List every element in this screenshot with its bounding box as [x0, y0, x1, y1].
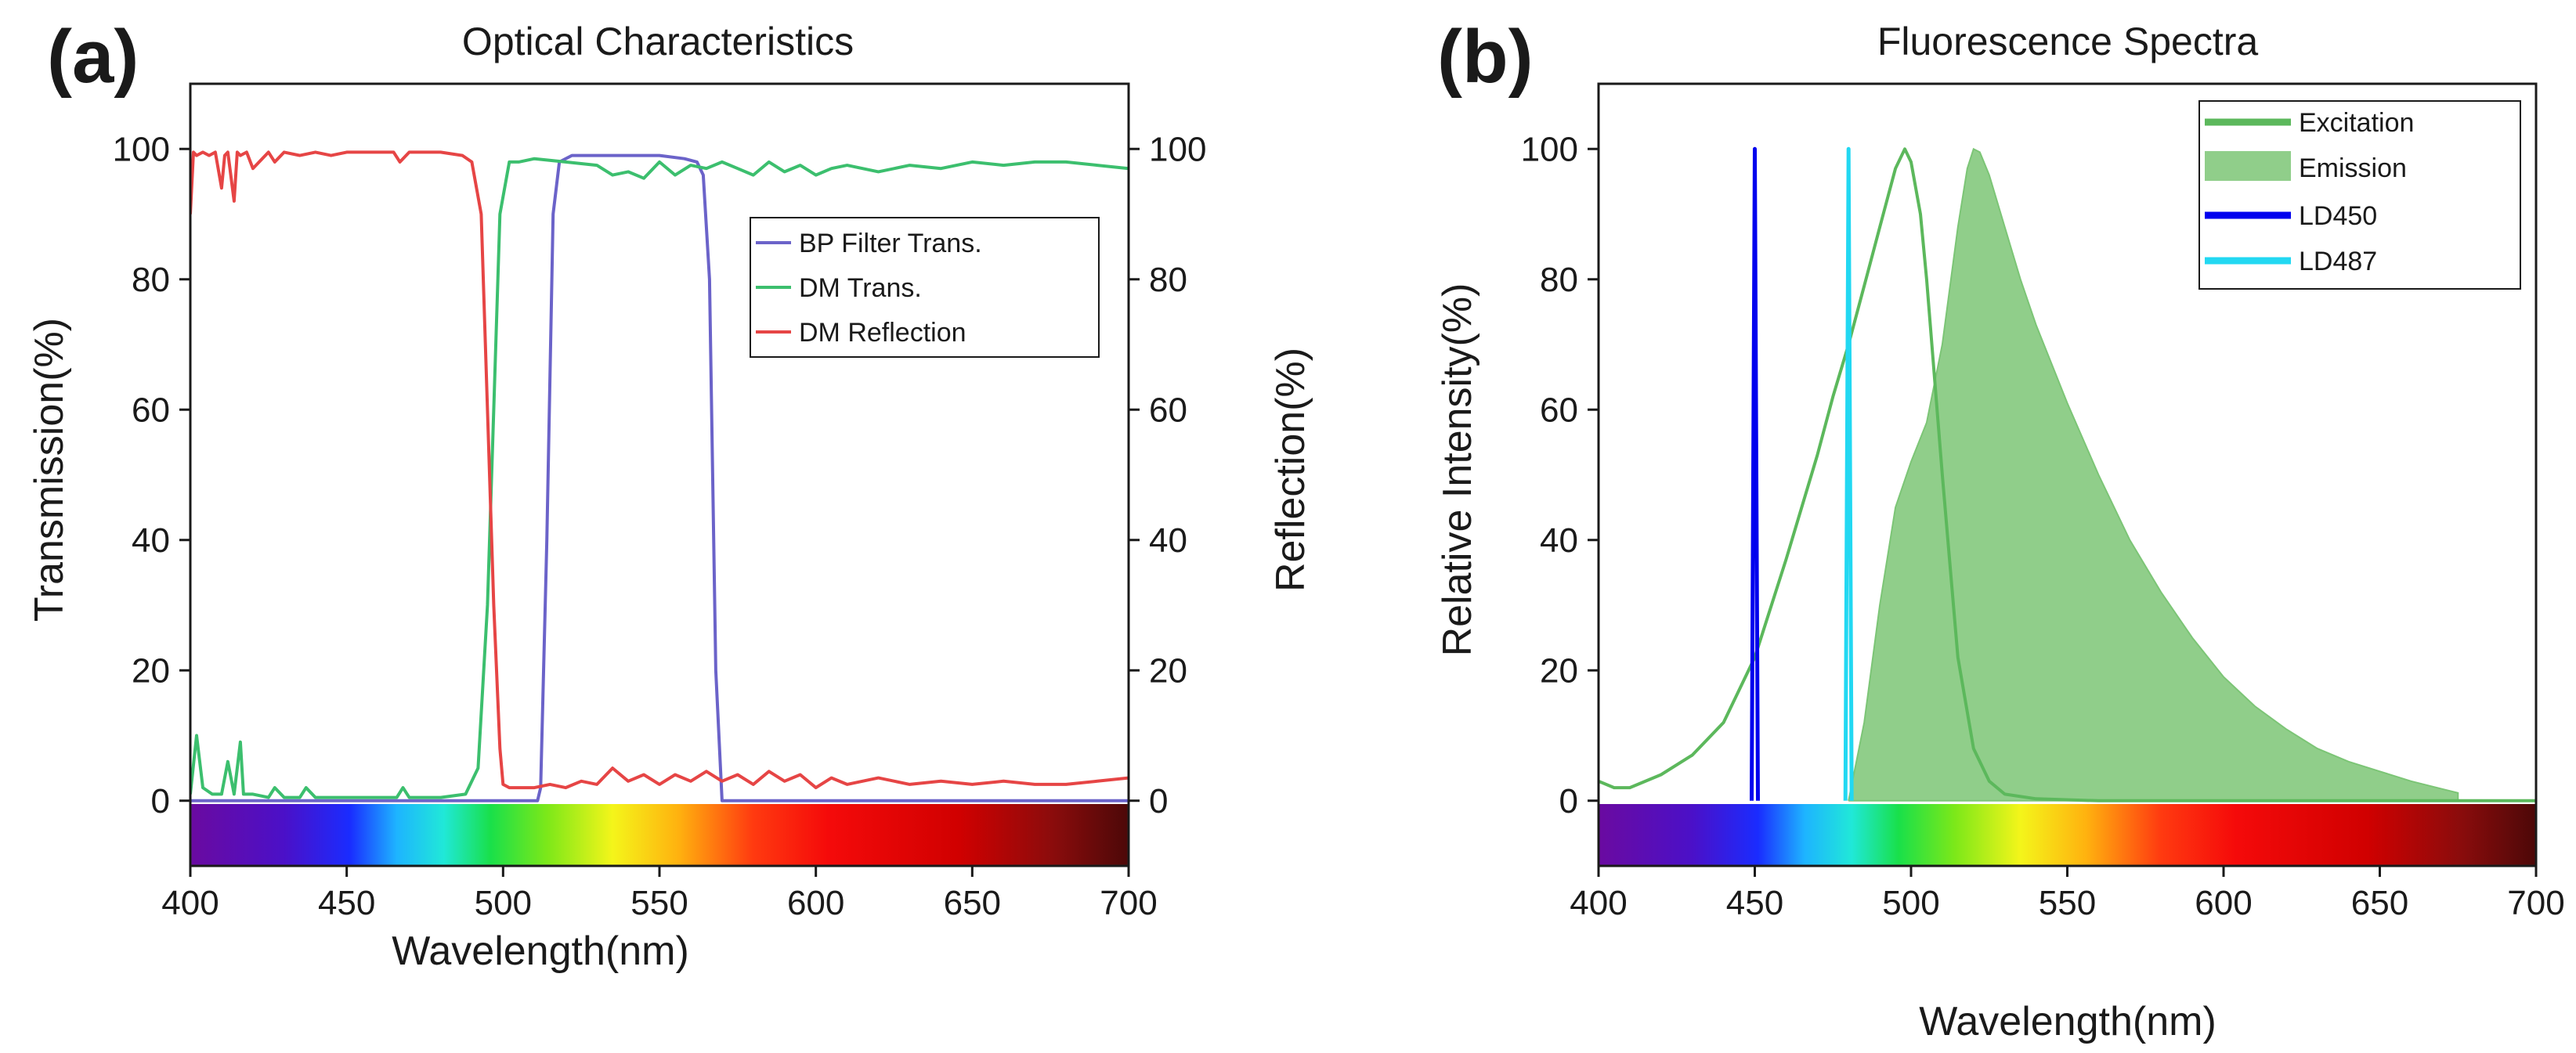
panel-b-frame: [1597, 82, 2538, 867]
y-tick-label: 80: [1540, 261, 1578, 299]
y-tick-label: 100: [1521, 130, 1578, 168]
series-ld450: [1750, 146, 1760, 801]
series-bp-filter-trans: [190, 153, 1129, 802]
legend-label-dm-trans: DM Trans.: [799, 273, 922, 303]
panel-a-label: (a): [47, 15, 139, 99]
x-tick-label: 600: [787, 884, 844, 922]
y-tick-label: 60: [1540, 391, 1578, 429]
x-tick-label: 500: [1882, 884, 1939, 922]
legend-label-bp-filter: BP Filter Trans.: [799, 229, 982, 258]
legend-label-ld450: LD450: [2299, 201, 2377, 231]
panel-b-legend: Excitation Emission LD450 LD487: [2198, 100, 2521, 290]
x-tick-label: 650: [944, 884, 1001, 922]
panel-b-ylabel: Relative Intensity(%): [1435, 283, 1480, 657]
series-excitation: [1599, 147, 2536, 802]
series-dm-reflection: [190, 150, 1129, 790]
series-emission: [1848, 147, 2459, 802]
panel-a-frame: [189, 82, 1130, 867]
y-tick-label: 100: [113, 130, 170, 168]
y-tick-label: 40: [132, 521, 170, 560]
legend-label-excitation: Excitation: [2299, 108, 2414, 138]
x-tick-label: 400: [161, 884, 219, 922]
y2-tick-label: 40: [1149, 521, 1187, 560]
panel-a-legend: BP Filter Trans. DM Trans. DM Reflection: [750, 217, 1100, 358]
legend-label-ld487: LD487: [2299, 247, 2377, 276]
x-tick-label: 400: [1570, 884, 1627, 922]
x-tick-label: 600: [2195, 884, 2252, 922]
x-tick-label: 700: [2507, 884, 2564, 922]
y2-tick-label: 100: [1149, 130, 1206, 168]
x-tick-label: 700: [1100, 884, 1157, 922]
panel-a-title: Optical Characteristics: [462, 20, 854, 63]
x-tick-label: 650: [2351, 884, 2408, 922]
y-tick-label: 60: [132, 391, 170, 429]
panel-a-ylabel: Transmission(%): [27, 318, 72, 622]
panel-b-xlabel: Wavelength(nm): [1919, 999, 2217, 1044]
panel-b-label: (b): [1437, 15, 1534, 99]
y2-tick-label: 60: [1149, 391, 1187, 429]
legend-label-emission: Emission: [2299, 153, 2407, 183]
panel-a-ticks: 400 450 500 550 600 650 700 0 20 40 60 80 100 0 20 40 60…: [113, 130, 1207, 922]
legend-swatch-emission: [2205, 151, 2291, 181]
panel-b: (b) Fluorescence Spectra 400 450 500 550 600…: [1435, 15, 2565, 1044]
x-tick-label: 500: [475, 884, 532, 922]
y-tick-label: 80: [132, 261, 170, 299]
x-tick-label: 550: [630, 884, 688, 922]
panel-b-title: Fluorescence Spectra: [1877, 20, 2259, 63]
panel-a-plot-area: [190, 150, 1129, 802]
y-tick-label: 20: [132, 651, 170, 690]
y-tick-label: 0: [1559, 782, 1578, 820]
legend-label-dm-reflection: DM Reflection: [799, 318, 966, 348]
x-tick-label: 450: [1726, 884, 1783, 922]
y-tick-label: 0: [151, 782, 170, 820]
panel-a-xlabel: Wavelength(nm): [392, 929, 689, 974]
panel-b-plot-area: [1599, 146, 2536, 802]
panel-a-legend-box: [750, 217, 1100, 358]
panel-a-y2label: Reflection(%): [1268, 348, 1313, 592]
panel-a: (a) Optical Characteristics 400 450 500 550…: [27, 15, 1313, 974]
y-tick-label: 20: [1540, 651, 1578, 690]
y-tick-label: 40: [1540, 521, 1578, 560]
panel-b-ticks: 400 450 500 550 600 650 700 0 20 40 60 80 100: [1521, 130, 2565, 922]
series-dm-trans: [190, 157, 1129, 799]
y2-tick-label: 80: [1149, 261, 1187, 299]
panel-a-spectrum-band: [190, 804, 1129, 866]
y2-tick-label: 20: [1149, 651, 1187, 690]
x-tick-label: 450: [318, 884, 375, 922]
series-ld487: [1843, 146, 1854, 801]
panel-b-spectrum-band: [1599, 804, 2536, 866]
x-tick-label: 550: [2039, 884, 2096, 922]
y2-tick-label: 0: [1149, 782, 1168, 820]
